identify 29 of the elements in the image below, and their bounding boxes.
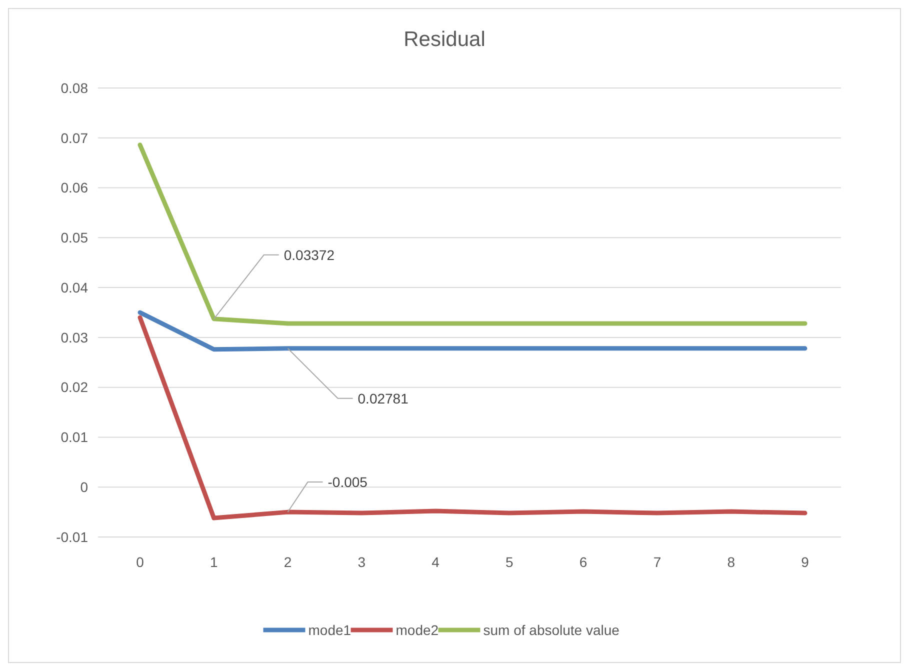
y-tick-label: 0.07 bbox=[60, 130, 88, 146]
x-tick-label: 0 bbox=[136, 554, 144, 570]
y-tick-label: 0.05 bbox=[60, 230, 88, 246]
chart-title: Residual bbox=[404, 28, 486, 51]
legend-label: mode1 bbox=[308, 622, 352, 638]
x-tick-label: 2 bbox=[284, 554, 292, 570]
y-tick-label: 0.02 bbox=[60, 379, 88, 396]
line-series bbox=[138, 310, 808, 352]
x-tick-label: 7 bbox=[653, 554, 662, 570]
x-tick-label: 8 bbox=[727, 554, 736, 570]
x-tick-label: 6 bbox=[579, 554, 588, 570]
y-tick-label: 0.03 bbox=[60, 329, 88, 346]
y-tick-label: 0 bbox=[80, 479, 88, 496]
y-tick-label: 0.04 bbox=[60, 279, 88, 296]
y-tick-label: 0.06 bbox=[60, 180, 88, 196]
x-tick-label: 4 bbox=[432, 554, 440, 570]
x-tick-label: 3 bbox=[358, 554, 366, 570]
annotation: 0.02781 bbox=[358, 390, 409, 406]
y-tick-label: -0.01 bbox=[56, 528, 88, 545]
x-tick-label: 5 bbox=[506, 554, 514, 570]
annotation: -0.005 bbox=[328, 474, 368, 490]
legend-label: sum of absolute value bbox=[483, 622, 620, 638]
x-tick-label: 9 bbox=[801, 554, 810, 570]
legend-label: mode2 bbox=[396, 622, 439, 638]
line-series bbox=[138, 315, 808, 520]
y-tick-label: 0.08 bbox=[60, 80, 88, 96]
annotation: 0.03372 bbox=[284, 246, 335, 263]
x-tick-label: 1 bbox=[210, 554, 218, 570]
y-tick-label: 0.01 bbox=[60, 429, 88, 446]
